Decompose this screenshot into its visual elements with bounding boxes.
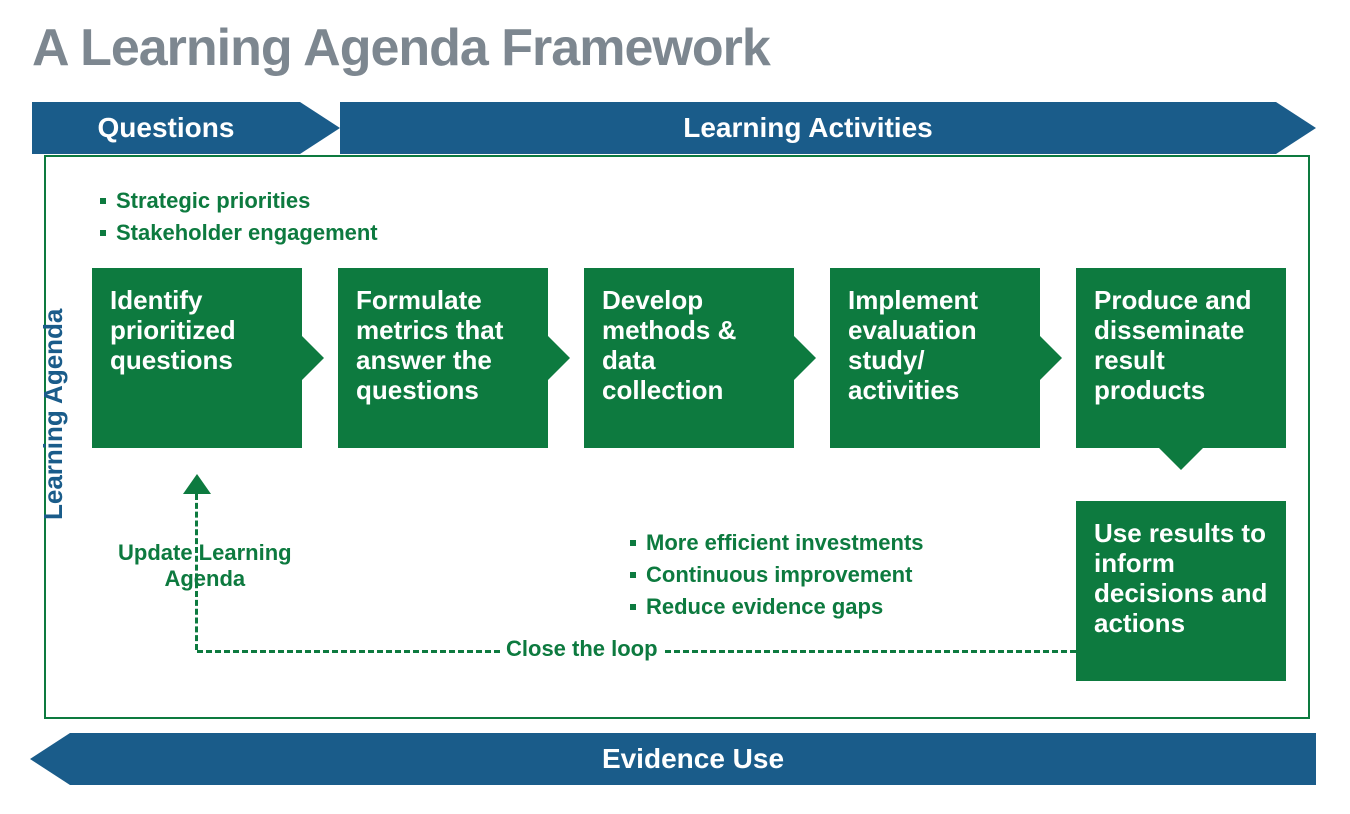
activities-banner-label: Learning Activities [683, 112, 932, 144]
arrow-left-icon [30, 733, 70, 785]
use-results-box: Use results to inform decisions and acti… [1076, 501, 1286, 681]
produce-label: Produce and disseminate result products [1094, 286, 1268, 406]
arrow-up-icon [183, 474, 211, 494]
outcomes-bullet-list: More efficient investments Continuous imp… [630, 530, 924, 626]
identify-box: Identify prioritized questions [92, 268, 302, 448]
develop-label: Develop methods & data collection [602, 286, 776, 406]
formulate-box: Formulate metrics that answer the questi… [338, 268, 548, 448]
bullet-dot-icon [630, 540, 636, 546]
arrow-right-icon [302, 336, 324, 380]
page-title: A Learning Agenda Framework [32, 18, 770, 78]
arrow-right-icon [548, 336, 570, 380]
bullet-text: Reduce evidence gaps [646, 594, 883, 620]
implement-box: Implement evaluation study/ activities [830, 268, 1040, 448]
arrow-right-icon [794, 336, 816, 380]
arrow-right-icon [1040, 336, 1062, 380]
produce-box: Produce and disseminate result products [1076, 268, 1286, 448]
arrow-right-icon [1276, 102, 1316, 154]
bullet-item: Reduce evidence gaps [630, 594, 924, 620]
develop-box: Develop methods & data collection [584, 268, 794, 448]
close-the-loop-label: Close the loop [500, 636, 664, 662]
bullet-dot-icon [630, 604, 636, 610]
update-label-line1: Update Learning [118, 540, 292, 566]
identify-label: Identify prioritized questions [110, 286, 284, 376]
bullet-item: Continuous improvement [630, 562, 924, 588]
bullet-text: Continuous improvement [646, 562, 912, 588]
learning-agenda-vertical-label: Learning Agenda [38, 309, 69, 520]
inputs-bullet-list: Strategic priorities Stakeholder engageme… [100, 188, 378, 252]
evidence-use-banner: Evidence Use [30, 733, 1316, 785]
diagram-canvas: A Learning Agenda Framework Learning Age… [0, 0, 1350, 814]
update-label-line2: Agenda [118, 566, 292, 592]
activities-banner: Learning Activities [340, 102, 1316, 154]
bullet-item: Stakeholder engagement [100, 220, 378, 246]
bullet-item: Strategic priorities [100, 188, 378, 214]
bullet-dot-icon [100, 230, 106, 236]
bullet-item: More efficient investments [630, 530, 924, 556]
evidence-use-label: Evidence Use [602, 743, 784, 775]
implement-label: Implement evaluation study/ activities [848, 286, 1022, 406]
arrow-right-icon [300, 102, 340, 154]
bullet-dot-icon [630, 572, 636, 578]
questions-banner: Questions [32, 102, 340, 154]
loop-dashed-vertical [195, 494, 198, 650]
update-learning-agenda-label: Update Learning Agenda [118, 540, 292, 593]
bullet-text: Stakeholder engagement [116, 220, 378, 246]
bullet-dot-icon [100, 198, 106, 204]
use-results-label: Use results to inform decisions and acti… [1094, 519, 1268, 639]
bullet-text: Strategic priorities [116, 188, 310, 214]
questions-banner-label: Questions [98, 112, 235, 144]
arrow-down-icon [1159, 448, 1203, 470]
bullet-text: More efficient investments [646, 530, 924, 556]
formulate-label: Formulate metrics that answer the questi… [356, 286, 530, 406]
